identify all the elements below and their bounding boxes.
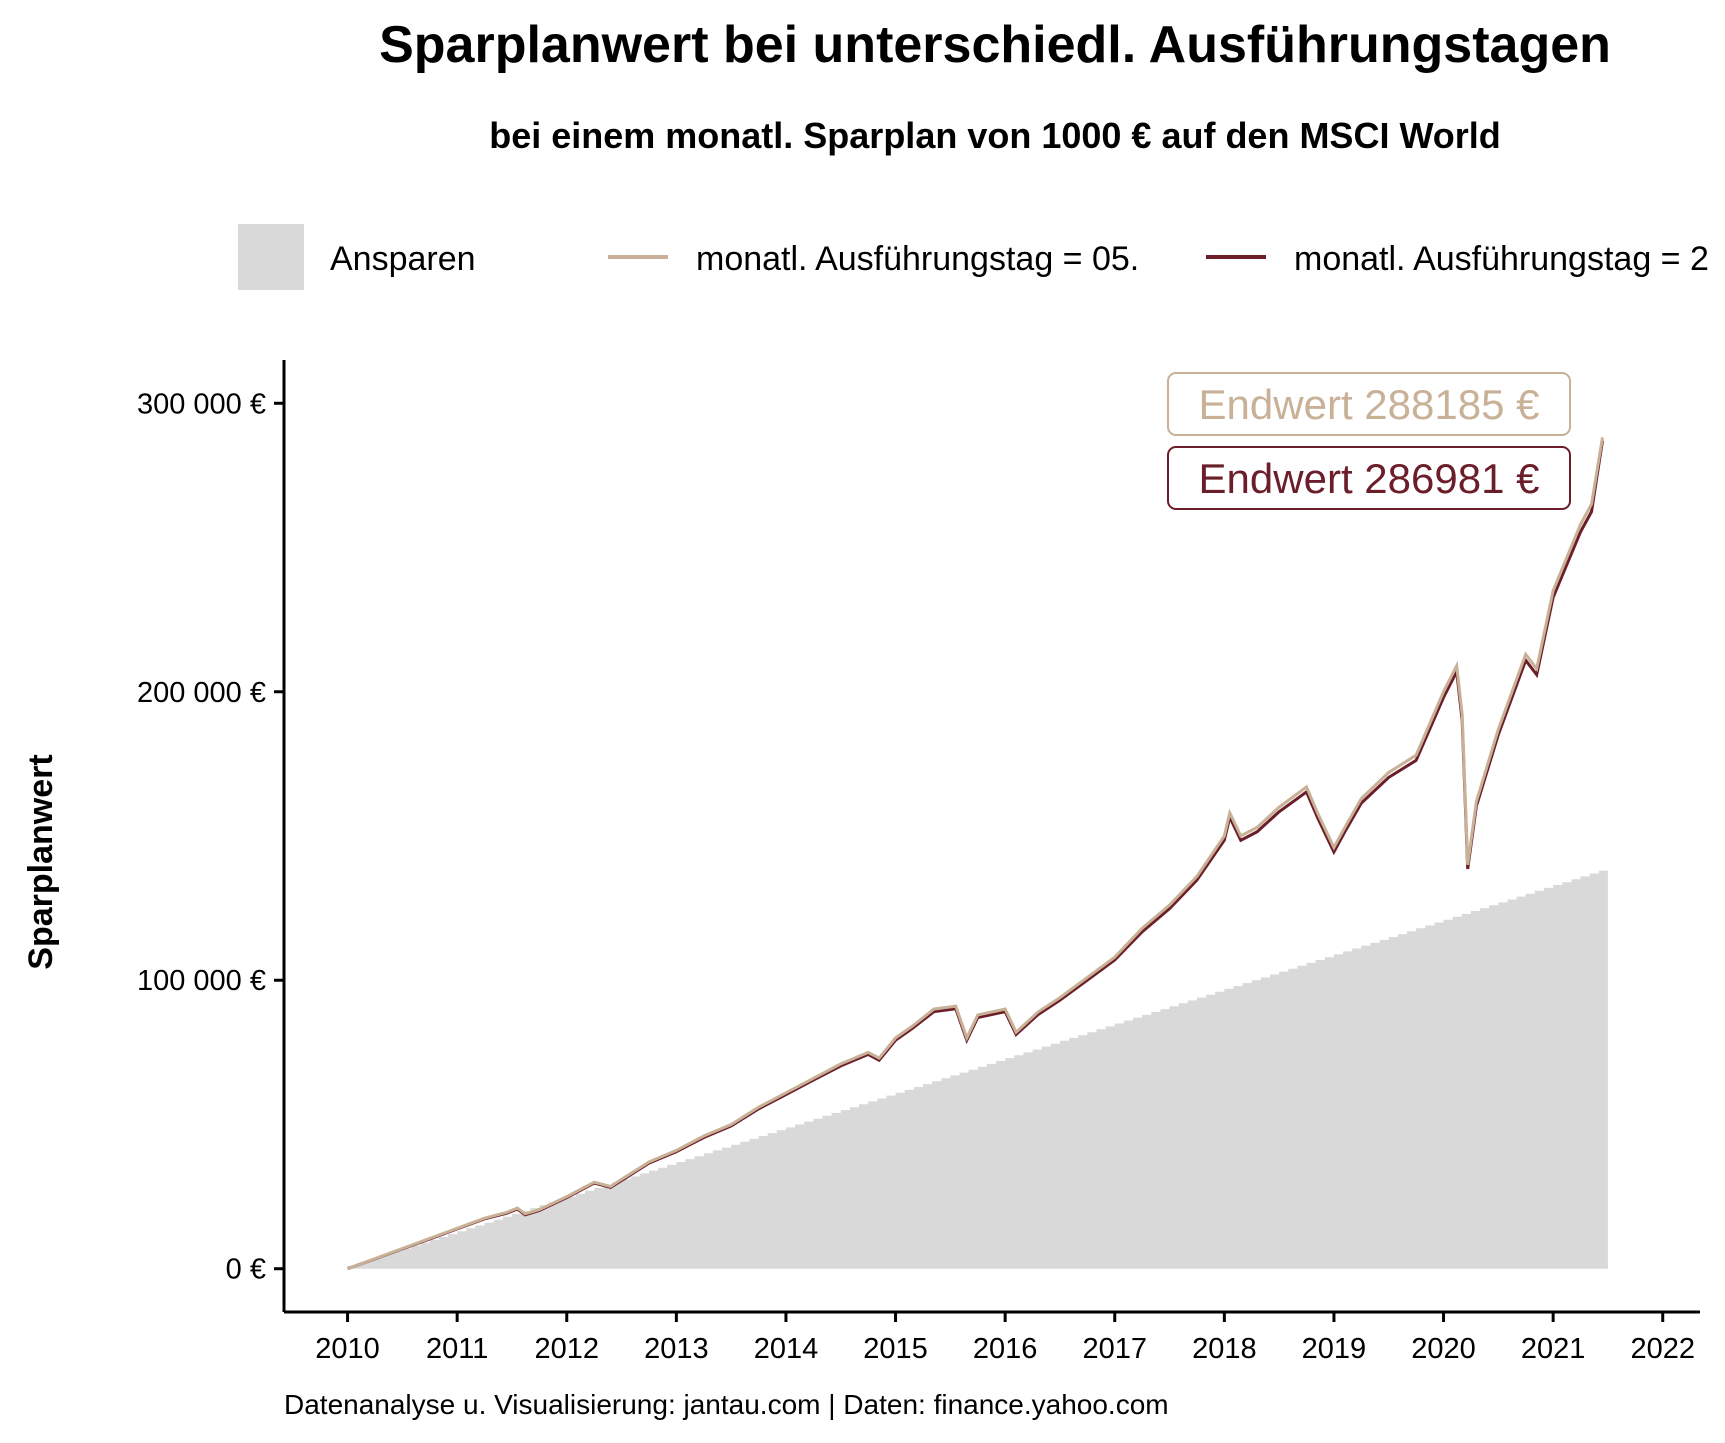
end-value-label-tag05: Endwert 288185 € — [1199, 381, 1540, 428]
x-tick-label: 2015 — [863, 1333, 928, 1365]
y-tick-label: 200 000 € — [137, 677, 266, 709]
x-tick-label: 2014 — [754, 1333, 819, 1365]
legend: Ansparen monatl. Ausführungstag = 05. mo… — [238, 224, 1709, 290]
y-axis-label: Sparplanwert — [22, 754, 60, 969]
x-tick-label: 2021 — [1521, 1333, 1586, 1365]
x-tick-label: 2016 — [973, 1333, 1038, 1365]
end-value-box-tag05 — [1167, 372, 1571, 436]
x-tick-label: 2017 — [1082, 1333, 1147, 1365]
series-line-tag05 — [347, 437, 1604, 1271]
y-ticks: 0 € 100 000 € 200 000 € 300 000 € — [137, 388, 284, 1286]
y-tick-label: 100 000 € — [137, 965, 266, 997]
y-tick-label: 0 € — [226, 1254, 266, 1286]
chart-title: Sparplanwert bei unterschiedl. Ausführun… — [379, 16, 1611, 74]
caption: Datenanalyse u. Visualisierung: jantau.c… — [284, 1389, 1169, 1420]
x-tick-label: 2018 — [1192, 1333, 1257, 1365]
end-value-box-tag2 — [1167, 446, 1571, 510]
x-tick-label: 2022 — [1630, 1333, 1695, 1365]
x-ticks: 2010 2011 2012 2013 2014 2015 2016 2017 2018 2019… — [315, 1312, 1695, 1365]
legend-label-ansparen: Ansparen — [330, 240, 476, 278]
end-value-labels: Endwert 288185 € Endwert 286981 € — [1167, 372, 1571, 510]
y-tick-label: 300 000 € — [137, 388, 266, 420]
x-tick-label: 2020 — [1411, 1333, 1476, 1365]
x-tick-label: 2010 — [315, 1333, 380, 1365]
end-value-label-tag2: Endwert 286981 € — [1199, 455, 1540, 502]
x-tick-label: 2012 — [535, 1333, 600, 1365]
axes: 0 €100 000 €200 000 €300 000 € 2010 2011 2… — [137, 360, 1700, 1365]
legend-swatch-ansparen — [238, 224, 304, 290]
legend-label-tag05: monatl. Ausführungstag = 05. — [696, 240, 1139, 278]
plot-area — [347, 437, 1608, 1271]
x-tick-label: 2013 — [644, 1333, 709, 1365]
x-tick-label: 2011 — [426, 1333, 488, 1365]
ansparen-area — [347, 867, 1608, 1269]
chart-subtitle: bei einem monatl. Sparplan von 1000 € au… — [489, 115, 1501, 156]
legend-label-tag2: monatl. Ausführungstag = 2 — [1294, 240, 1709, 278]
x-tick-label: 2019 — [1302, 1333, 1367, 1365]
